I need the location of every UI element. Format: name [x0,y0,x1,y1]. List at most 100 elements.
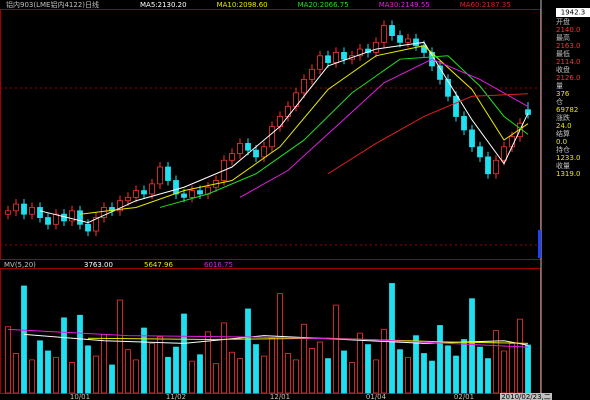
candle-body [141,190,147,195]
quote-value: 24.0 [556,122,572,130]
volume-bar [93,355,99,394]
legend-entry: MA10:2098.60 [217,1,268,9]
volume-bar [437,325,443,394]
candle-body [77,210,83,225]
volume-bar [301,323,307,394]
volume-bar [325,358,331,394]
ma-line [79,45,529,215]
candle-body [301,78,307,94]
volume-bar [413,335,419,394]
volume-bar [125,349,131,394]
volume-bar [389,283,395,394]
volume-bar [61,317,67,394]
volume-bar [525,344,531,394]
volume-bar [133,359,139,394]
candle-body [237,143,243,154]
volume-bar [309,348,315,394]
candle-body [37,207,43,218]
candle-body [125,196,131,202]
candle-body [333,52,339,63]
candle-body [309,68,315,80]
volume-bar [421,353,427,394]
candle-body [269,126,275,148]
candle-body [341,52,347,60]
volume-bar [453,355,459,394]
candle-body [149,183,155,195]
volume-bar [237,358,243,394]
candle-body [189,190,195,198]
ma-line [327,93,529,175]
volume-bar [197,354,203,394]
volume-bar [269,337,275,394]
candle-body [133,190,139,198]
volume-bar [469,298,475,394]
quote-value: 1319.0 [556,170,581,178]
candle-body [165,166,171,181]
volume-bar [205,331,211,394]
candle-body [325,55,331,63]
volume-bar [37,340,43,394]
candle-body [21,203,27,215]
candle-body [461,116,467,131]
quote-label: 最高 [556,33,570,42]
candle-body [5,210,11,215]
legend-entry: MA60:2187.35 [460,1,511,9]
quote-value: 2140.0 [556,26,581,34]
candle-body [245,143,251,151]
candle-body [317,55,323,70]
candle-body [197,190,203,195]
cursor-bar [538,230,541,258]
quote-label: 收盘 [556,65,570,74]
legend-entry: 5647.96 [144,261,173,269]
candle-body [117,200,123,212]
candle-body [101,207,107,218]
volume-bar [5,326,11,394]
candle-body [253,149,259,158]
candle-body [477,146,483,158]
volume-bar [149,342,155,394]
quote-value: 2163.0 [556,42,581,50]
volume-bar [477,346,483,394]
candle-body [493,159,499,175]
ma-line [239,58,529,198]
candle-body [357,48,363,57]
candle-body [525,109,531,115]
x-tick-label: 02/01 [454,393,474,400]
quote-value: 2126.0 [556,74,581,82]
code: 1942.3 [561,9,586,17]
volume-bar [141,327,147,394]
volume-bar [333,304,339,394]
candle-body [181,193,187,198]
candle-body [381,25,387,43]
ma-line [159,55,529,208]
volume-bar [213,363,219,394]
legend-entry: MA20:2066.75 [298,1,349,9]
quote-label: 持仓 [556,145,570,154]
volume-bar [285,353,291,394]
volume-bar [493,330,499,394]
volume-bar [245,308,251,394]
candle-body [501,146,507,161]
volume-bar [29,359,35,394]
volume-bar [261,355,267,394]
quote-value: 0.0 [556,138,567,146]
volume-bar [365,344,371,394]
candle-body [413,38,419,47]
volume-bar [253,344,259,394]
volume-bar [357,332,363,394]
volume-bar [293,359,299,394]
x-tick-label: 11/02 [166,393,186,400]
quote-label: 最低 [556,49,570,58]
volume-bar [181,313,187,394]
candle-body [53,213,59,225]
volume-bar [501,350,507,394]
volume-bar [397,349,403,394]
volume-bar [173,346,179,394]
volume-bar [13,353,19,394]
x-tick-label: 2010/02/23,二 [501,393,551,400]
candle-body [229,153,235,161]
ma-line [7,328,529,348]
candle-body [389,25,395,36]
quote-label: 涨跌 [556,113,570,122]
